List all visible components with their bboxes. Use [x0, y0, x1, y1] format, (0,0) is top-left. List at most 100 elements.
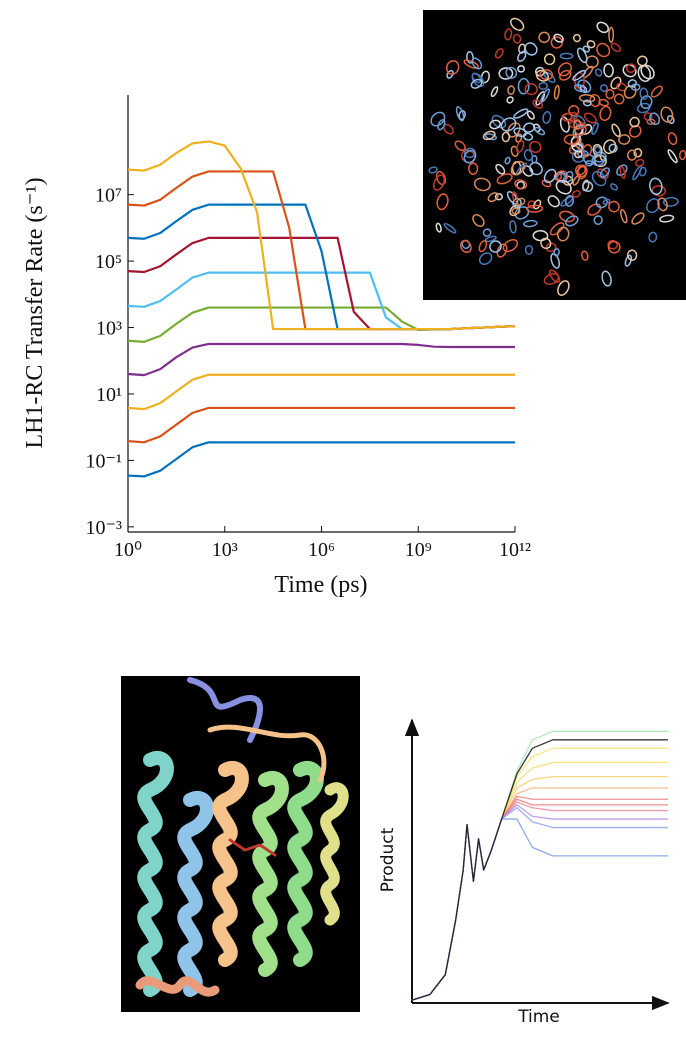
helix-ring — [487, 192, 499, 203]
helix-ring — [532, 230, 549, 242]
helix-ring — [611, 123, 621, 137]
helix-ring — [501, 131, 511, 143]
y-tick-label: 10⁻³ — [85, 517, 122, 539]
helix-ring — [582, 99, 592, 107]
helix-ring — [559, 69, 572, 81]
helix-ring — [629, 125, 642, 138]
helix-ring — [582, 181, 594, 192]
helix-ring — [490, 86, 499, 98]
helix-ring — [507, 85, 515, 95]
helix-ring — [635, 158, 645, 167]
y-tick-label: 10¹ — [96, 384, 122, 406]
helix-ring — [491, 114, 507, 129]
helix-ring — [596, 42, 611, 58]
helix-ring — [494, 193, 503, 201]
helix-ring — [517, 65, 526, 73]
helix-ring — [573, 83, 586, 93]
helix-ring — [500, 117, 517, 132]
helix-ring — [610, 183, 619, 191]
series-line — [411, 739, 668, 1001]
helix-ring — [638, 166, 647, 177]
helix-ring — [535, 66, 545, 77]
helix-ring — [659, 214, 675, 223]
helix-ring — [603, 63, 614, 78]
helix-ring — [651, 185, 667, 197]
helix-ring — [598, 98, 609, 107]
chart: 10⁰ 10³ 10⁶ 10⁹ 10¹² 10⁻³ 10⁻¹ 10¹ 10³ 10⁵ 10⁷ Time… — [22, 95, 531, 598]
helix-ring — [543, 168, 557, 184]
helix-ring — [646, 198, 660, 214]
helix-ring — [532, 99, 544, 109]
helix-ring — [572, 69, 587, 81]
helix-ring — [458, 110, 466, 121]
helix-ring — [620, 208, 628, 224]
helix — [187, 677, 263, 743]
x-tick-label: 10¹² — [499, 539, 531, 561]
helix-ring — [636, 55, 648, 67]
helix-ring — [512, 33, 522, 44]
series-line — [127, 373, 515, 411]
helix-ring — [538, 81, 548, 90]
helix-ring — [618, 134, 631, 145]
y-axis-label: Product — [378, 827, 398, 892]
helix-ring — [624, 254, 633, 267]
helix-ring — [428, 166, 438, 174]
helix-ring — [529, 140, 542, 154]
helix-ring — [510, 17, 525, 31]
helix-ring — [564, 215, 579, 227]
helix-ring — [542, 110, 552, 124]
x-axis-label: Time — [517, 1007, 560, 1027]
helix-ring — [630, 83, 641, 91]
helix-ring — [573, 119, 582, 130]
y-tick-label: 10⁷ — [95, 185, 122, 207]
helix-ring — [578, 94, 596, 103]
helix-ring — [633, 148, 643, 158]
helix — [137, 751, 174, 997]
helix-ring — [463, 149, 477, 164]
helix-ring — [498, 67, 514, 80]
helix-ring — [613, 93, 625, 105]
helix-ring — [553, 33, 564, 43]
helix-ring — [484, 235, 497, 243]
image-background — [121, 676, 360, 1012]
helix-ring — [608, 200, 620, 213]
helix-ring — [629, 116, 640, 128]
helix-ring — [607, 240, 621, 254]
helix-ring — [583, 112, 597, 124]
series-line — [127, 406, 515, 444]
helix-ring — [524, 83, 538, 96]
image-background — [423, 10, 686, 300]
helix-ring — [607, 239, 618, 250]
helix-ring — [593, 215, 603, 226]
helix-ring — [506, 96, 514, 104]
helix-ring — [603, 139, 617, 155]
helix-ring — [555, 179, 572, 195]
helix-ring — [610, 76, 622, 90]
helix — [252, 771, 289, 977]
helix-ring — [662, 196, 679, 207]
helix-ring — [535, 91, 546, 106]
helix-ring — [515, 140, 525, 153]
helix-ring — [599, 84, 609, 93]
helix-ring — [667, 149, 678, 164]
x-tick-label: 10³ — [212, 539, 238, 561]
helix-ring — [473, 177, 491, 192]
helix-ring — [547, 195, 560, 208]
helix-ring — [559, 52, 574, 60]
helix — [320, 782, 349, 926]
helix-ring — [582, 153, 596, 165]
helix-ring — [574, 123, 587, 136]
helix-ring — [553, 84, 560, 100]
helix-ring — [649, 112, 661, 126]
helix-ring — [640, 95, 653, 110]
helix-ring — [472, 213, 485, 227]
helix-ring — [478, 252, 493, 266]
helix-ring — [494, 48, 504, 59]
helix-ring — [562, 111, 579, 122]
helix-ring — [496, 173, 513, 185]
y-tick-label: 10³ — [96, 318, 122, 340]
helix-ring — [594, 68, 603, 77]
helix-ring — [478, 240, 488, 253]
helix-ring — [443, 222, 457, 234]
helix-ring — [510, 145, 519, 158]
